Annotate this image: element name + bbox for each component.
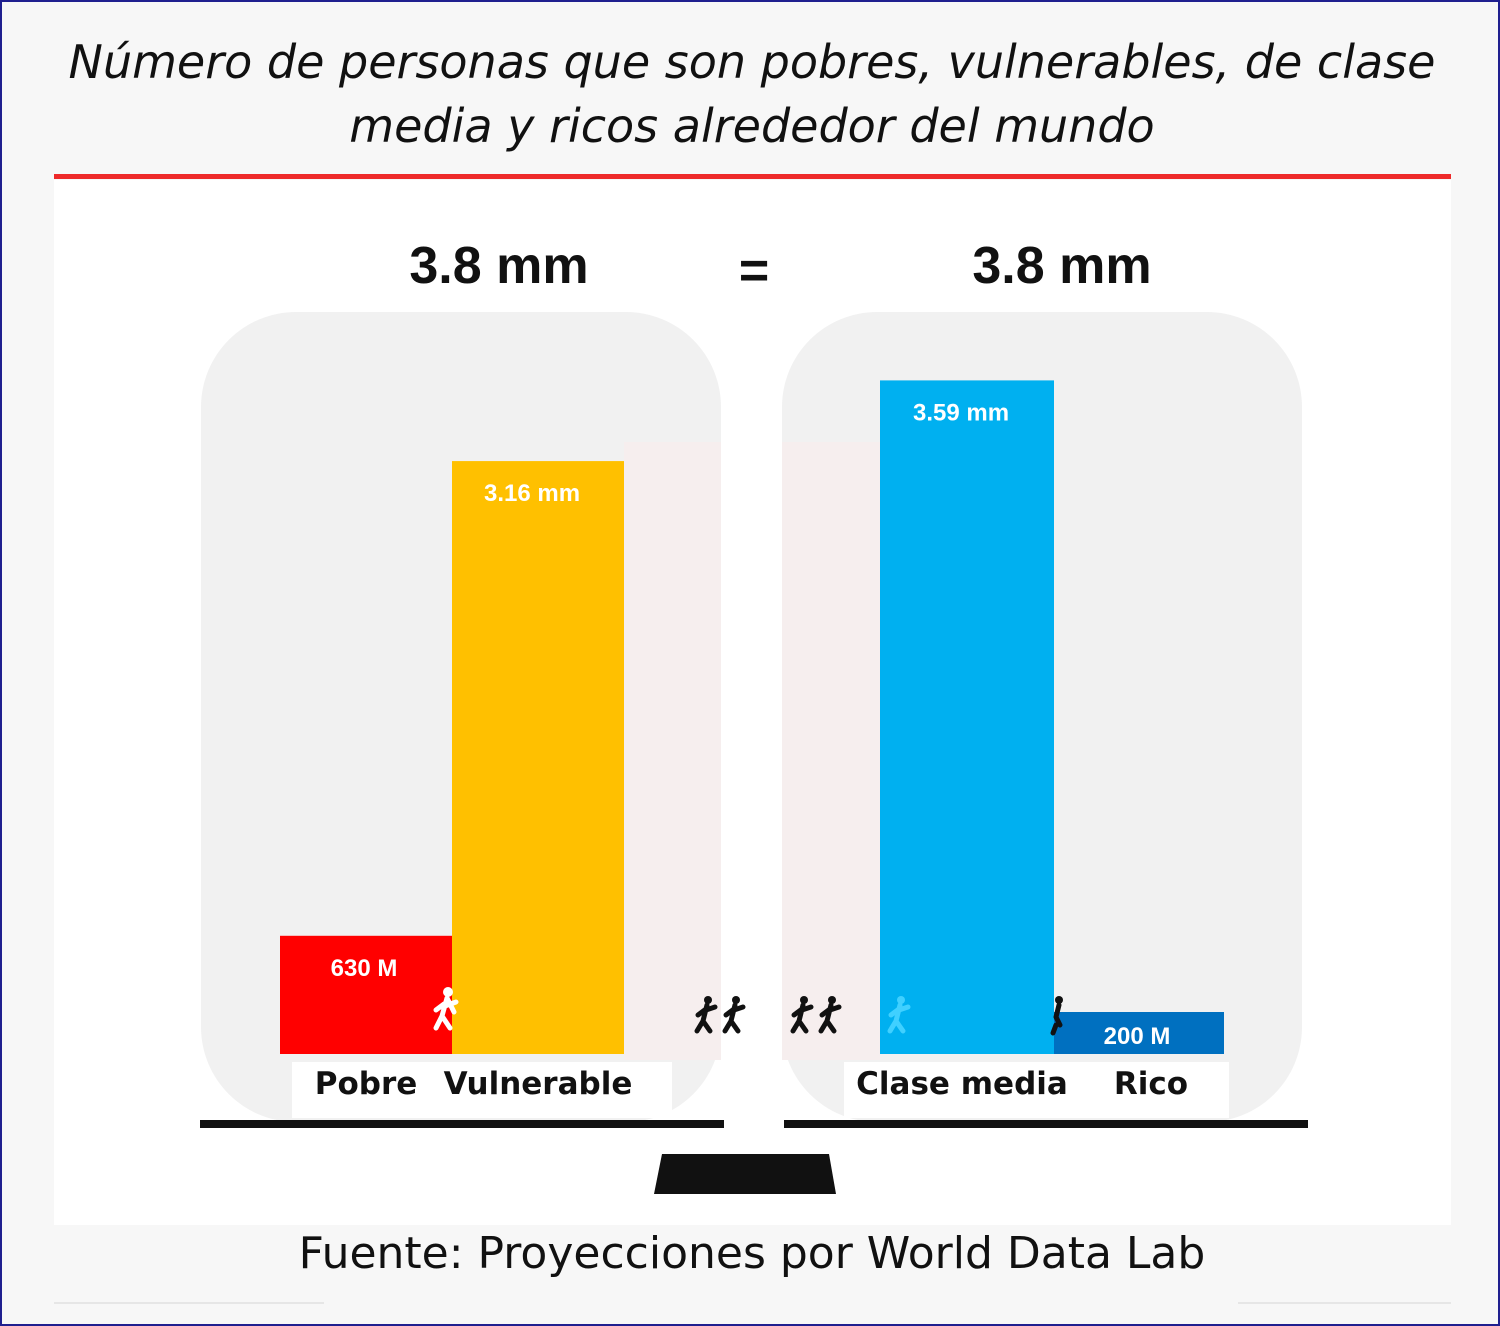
- bar-clase-media: [880, 380, 1054, 1054]
- walking-people-icon: [694, 996, 746, 1034]
- chart-panel: 3.8 mm = 3.8 mm 630 M 3.16 mm 3.59 mm 20…: [54, 180, 1451, 1225]
- footer-rule-right: [1238, 1302, 1451, 1304]
- category-label-pobre: Pobre: [315, 1066, 418, 1102]
- right-scale-beam: [784, 1120, 1308, 1128]
- right-total-label: 3.8 mm: [972, 237, 1151, 295]
- walking-people-icon: [790, 996, 842, 1034]
- equals-sign: =: [739, 242, 769, 300]
- left-label-strip: [292, 1062, 672, 1118]
- chart-title: Número de personas que son pobres, vulne…: [68, 35, 1436, 153]
- footer-rule-left: [54, 1302, 324, 1304]
- value-label-clase-media: 3.59 mm: [913, 399, 1009, 426]
- category-label-rico: Rico: [1114, 1066, 1188, 1102]
- walking-person-icon: [1050, 996, 1063, 1036]
- bar-rico: [1054, 1012, 1224, 1054]
- bar-vulnerable: [452, 461, 624, 1054]
- left-total-label: 3.8 mm: [409, 237, 588, 295]
- title-rule: [54, 174, 1451, 179]
- source-note: Fuente: Proyecciones por World Data Lab: [298, 1228, 1206, 1279]
- bar-pobre: [280, 935, 452, 1054]
- balance-chart: 3.8 mm = 3.8 mm 630 M 3.16 mm 3.59 mm 20…: [200, 237, 1308, 1194]
- category-label-vulnerable: Vulnerable: [444, 1066, 633, 1102]
- right-label-strip: [844, 1062, 1229, 1118]
- right-pan-tint: [782, 442, 880, 1060]
- value-label-rico: 200 M: [1104, 1023, 1171, 1050]
- walking-person-icon: [887, 996, 911, 1034]
- value-label-pobre: 630 M: [331, 955, 398, 982]
- category-label-clase-media: Clase media: [856, 1066, 1068, 1102]
- scale-base-icon: [654, 1154, 836, 1194]
- walking-person-icon: [433, 987, 459, 1031]
- value-label-vulnerable: 3.16 mm: [484, 480, 580, 507]
- left-pan-tint: [624, 442, 721, 1060]
- left-scale-beam: [200, 1120, 724, 1128]
